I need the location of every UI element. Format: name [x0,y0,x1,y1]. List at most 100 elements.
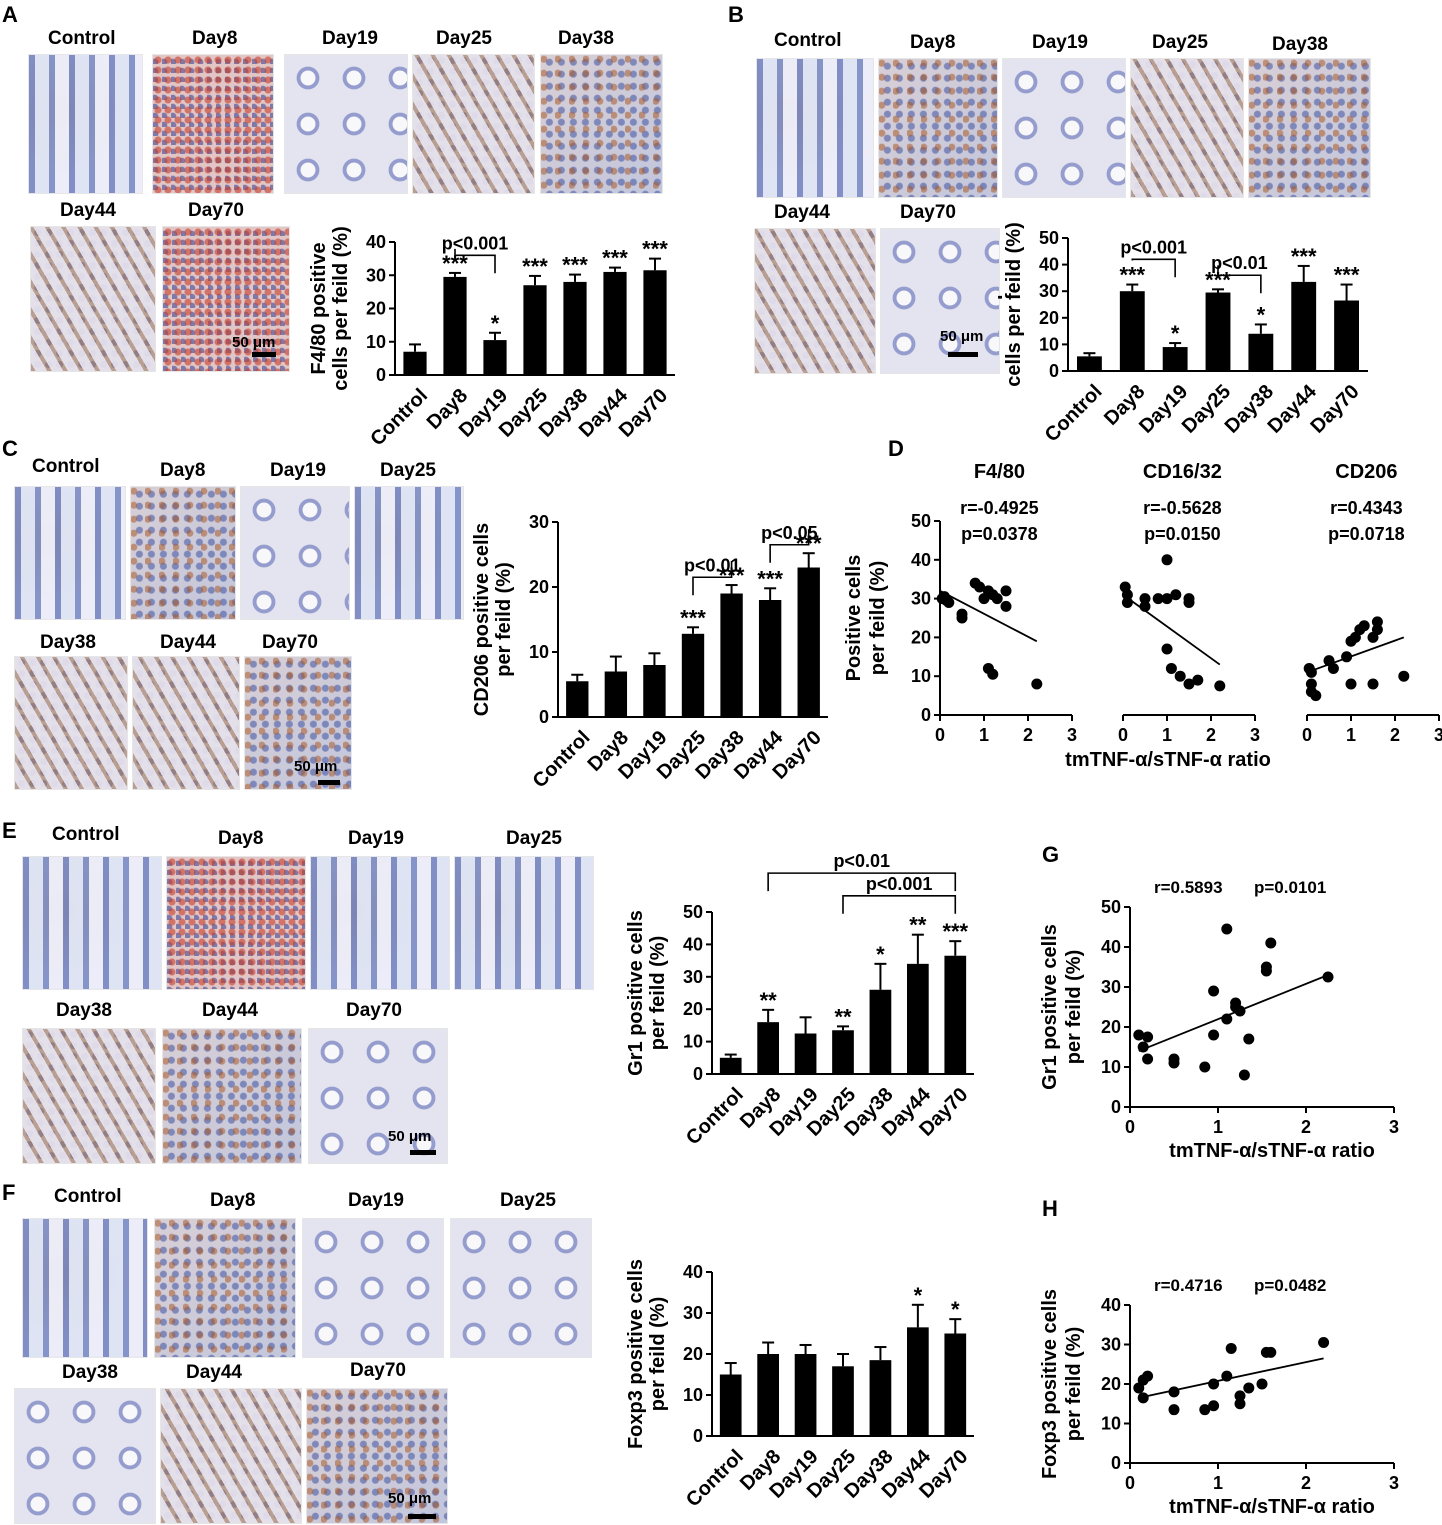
y-axis-label: per feild (%) [867,561,889,675]
data-point [1345,678,1357,690]
significance-bracket [692,561,733,596]
data-point [1139,593,1151,605]
data-point [1137,1392,1149,1404]
data-point [1234,1398,1246,1410]
data-point [1230,997,1242,1009]
y-tick-label: 10 [529,642,549,662]
p-value: p=0.0150 [1144,524,1221,544]
p-value-label: p<0.001 [866,874,933,894]
significance-mark: * [1257,302,1266,327]
data-point [1234,1390,1246,1402]
micrograph-day25 [1130,58,1244,198]
subplot-title: CD16/32 [1143,461,1222,483]
bar [1291,281,1317,371]
y-axis-label: per feild (%) [1063,950,1085,1064]
data-point [956,612,968,624]
data-point [1208,1029,1220,1041]
panel-letter-e: E [2,818,17,843]
bar [403,351,427,375]
bar [907,1327,929,1436]
p-value: p=0.0718 [1328,524,1405,544]
data-point [1152,593,1164,605]
y-axis-label: per feild (%) [647,936,669,1050]
bar [603,271,627,375]
subplot-title: F4/80 [974,461,1025,483]
scatter-plot-gr1: 0 10 20 30 40 50 0 1 2 3 Gr1 positive cells per fei… [1039,878,1399,1160]
image-label: Day19 [270,460,326,481]
y-tick-label: 40 [1101,1295,1121,1315]
panel-letter-g: G [1042,842,1060,867]
regression-line [1138,974,1329,1052]
bar [719,1374,742,1436]
r-value: r=-0.5628 [1143,498,1222,518]
x-tick-label: 1 [979,725,989,745]
bar [832,1030,854,1074]
bar-chart-f480: 0 10 20 30 40 F4/80 positive cells per feild (… [308,226,675,450]
significance-mark: *** [1334,263,1360,288]
data-point [1000,600,1012,612]
x-tick-label: Day70 [1306,381,1363,438]
y-axis-label: F4/80 positive [308,242,330,374]
image-label: Control [54,1186,122,1207]
p-value-label: p<0.05 [761,523,818,543]
data-point [1322,971,1334,983]
bar [832,1366,854,1436]
data-point [1199,1404,1211,1416]
bar [720,593,743,717]
x-tick-label: 2 [1301,1117,1311,1137]
bar [604,671,628,717]
image-label: Day25 [436,28,492,49]
y-tick-label: 0 [376,365,386,385]
bar [757,1022,779,1074]
data-point [1256,1378,1268,1390]
image-label: Day8 [210,1190,256,1211]
data-point [1310,690,1322,702]
y-tick-label: 30 [683,1303,703,1323]
data-point [1371,624,1383,636]
image-label: Day44 [186,1362,242,1383]
image-label: Day44 [774,202,830,223]
micrograph-day19 [310,856,450,990]
data-point [1170,589,1182,601]
image-label: Day70 [900,202,956,223]
y-tick-label: 10 [1101,1057,1121,1077]
p-value-label: p<0.01 [684,555,741,575]
y-tick-label: 40 [683,934,703,954]
y-axis-label: Gr1 positive cells [625,910,647,1076]
bar [1205,292,1231,371]
data-point [1165,662,1177,674]
micrograph-day38 [14,1388,156,1524]
micrograph-control [22,856,162,990]
image-label: Day44 [60,200,116,221]
micrograph-day44 [754,228,876,374]
y-tick-label: 20 [1101,1017,1121,1037]
r-value: r=0.4716 [1154,1276,1223,1295]
y-axis-label: Foxp3 positive cells [625,1259,647,1449]
image-label: Day25 [500,1190,556,1211]
image-label: Day8 [910,32,956,53]
bar [483,340,507,375]
significance-mark: * [491,311,500,336]
image-label: Day38 [40,632,96,653]
micrograph-day8 [130,486,236,620]
image-label: Control [774,30,842,51]
y-axis-label: CD206 positive cells [471,523,493,716]
y-tick-label: 20 [1101,1374,1121,1394]
y-tick-label: 30 [911,589,931,609]
regression-line [939,590,1038,643]
y-tick-label: 40 [911,550,931,570]
panel-letter-a: A [2,2,18,27]
y-tick-label: 10 [683,1385,703,1405]
data-point [1398,670,1410,682]
scale-bar [410,1150,436,1155]
image-label: Day25 [506,828,562,849]
bar [797,567,820,717]
data-point [1358,620,1370,632]
bar [757,1354,779,1436]
data-point [1243,1033,1255,1045]
y-tick-label: 20 [366,299,386,319]
data-point [1161,593,1173,605]
image-label: Day70 [350,1360,406,1381]
significance-bracket [767,872,957,892]
y-tick-label: 10 [1039,334,1059,354]
